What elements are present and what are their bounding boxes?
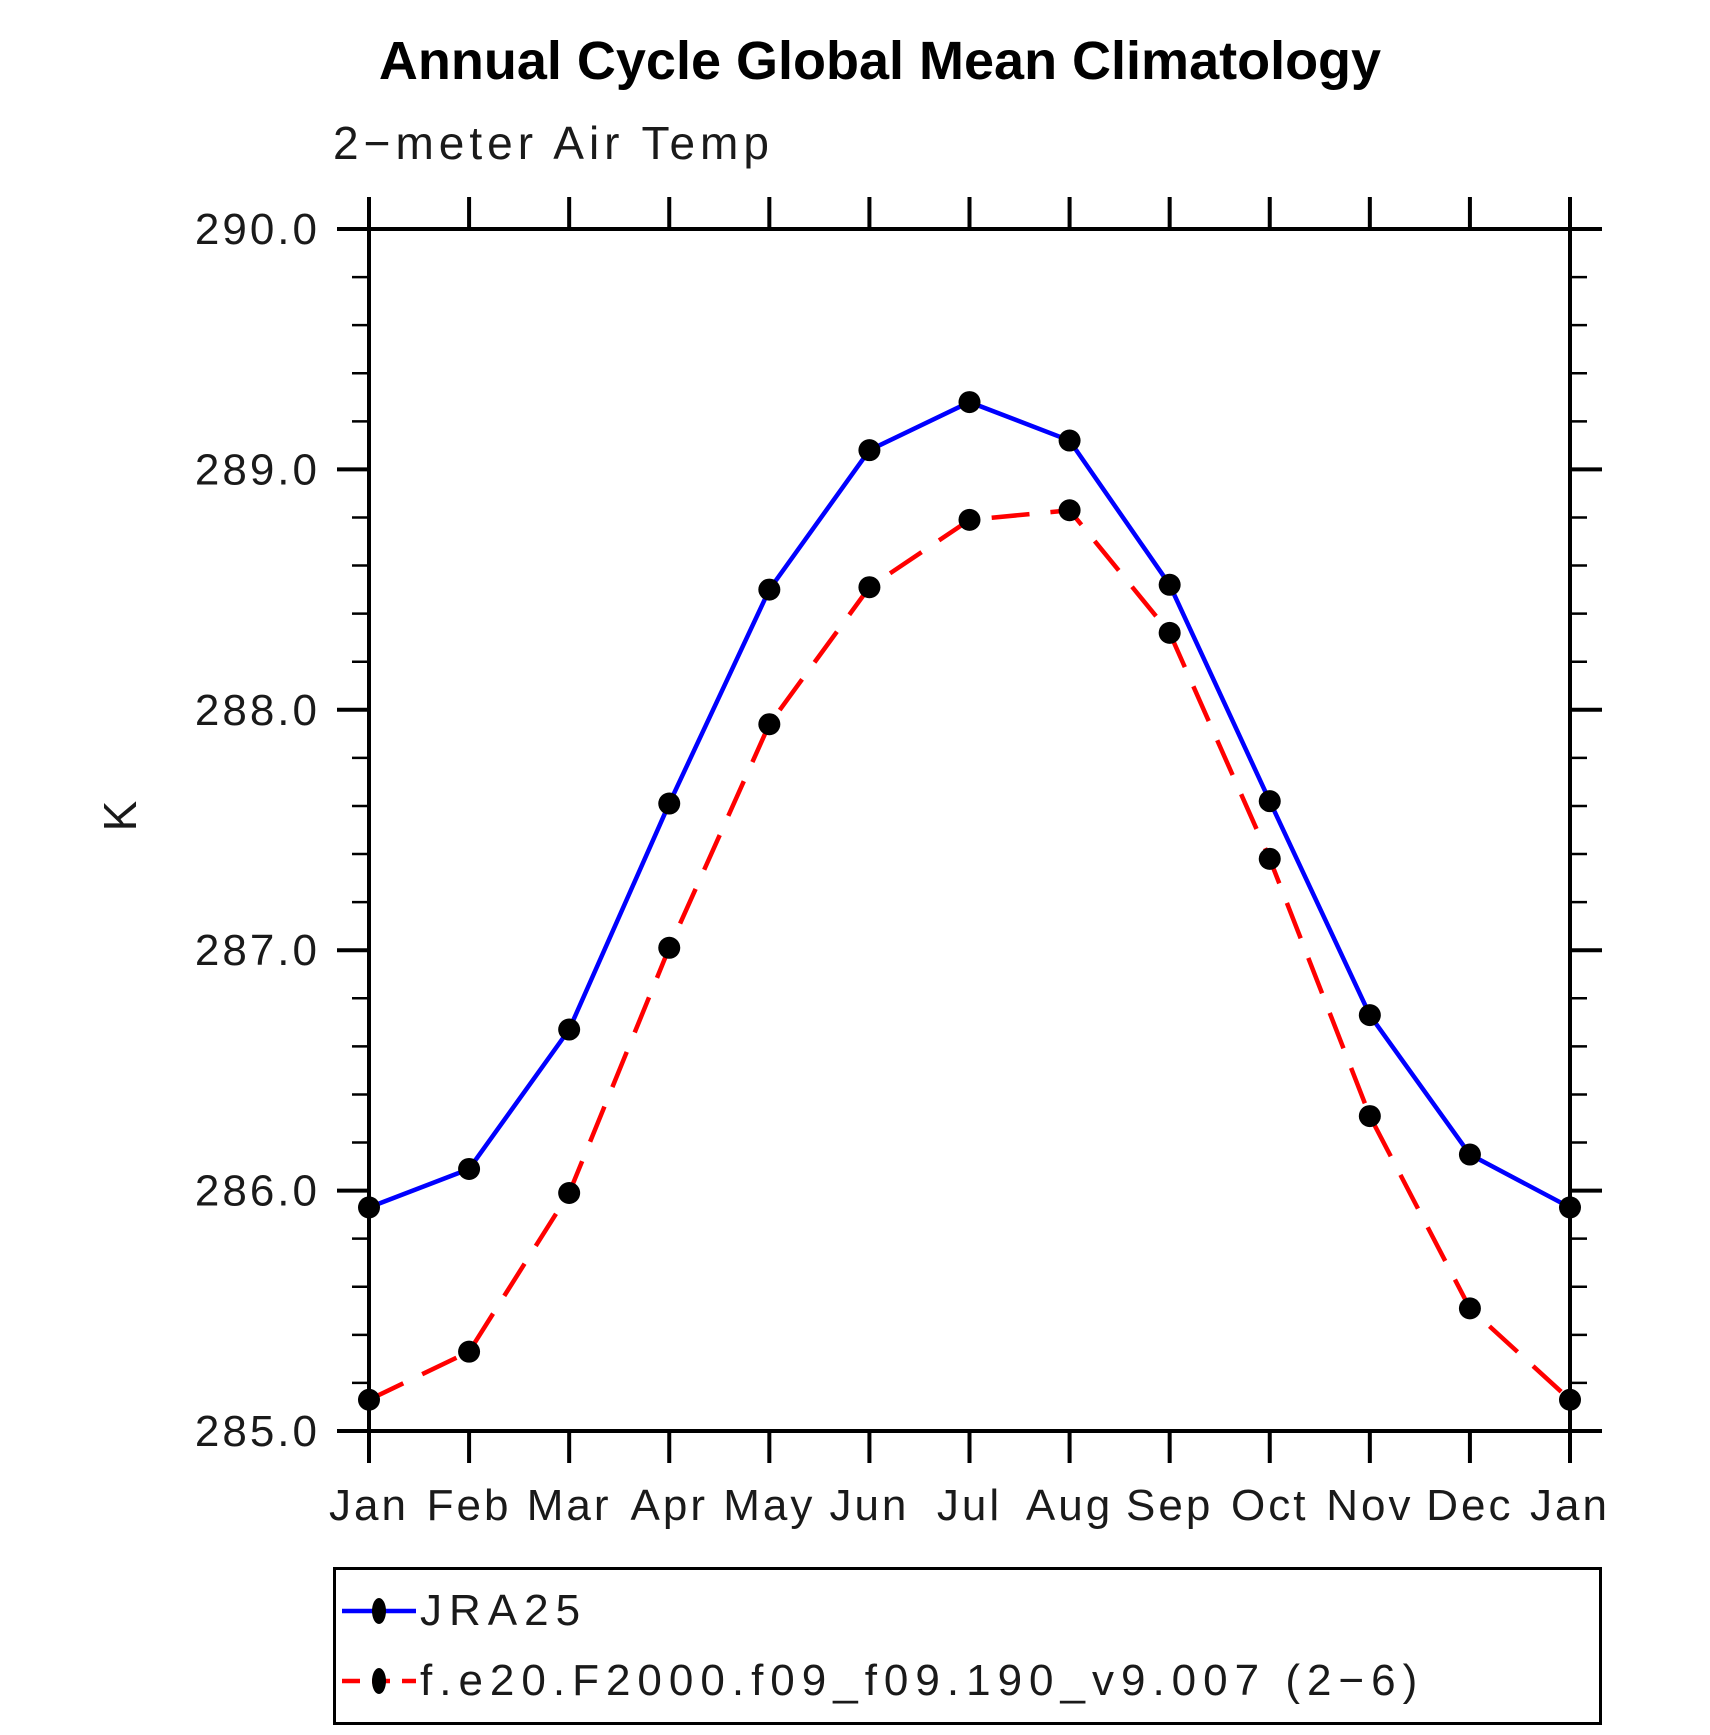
data-point-marker [1358, 1105, 1381, 1128]
y-tick-label: 285.0 [195, 1407, 320, 1456]
x-tick-label: Jan [329, 1481, 409, 1530]
data-point-marker [1458, 1143, 1481, 1166]
legend-item-model: f.e20.F2000.f09_f09.190_v9.007 (2−6) [340, 1651, 1599, 1711]
x-tick-label: Sep [1126, 1481, 1213, 1530]
data-point-marker [858, 576, 881, 599]
data-point-marker [958, 391, 981, 414]
legend-line-sample-solid-icon [342, 1597, 416, 1624]
legend-marker-dot-icon [372, 1668, 386, 1695]
data-point-marker [1458, 1297, 1481, 1320]
data-point-marker [458, 1340, 481, 1363]
series-line-dashed [368, 507, 1572, 1402]
legend-item-jra25: JRA25 [340, 1581, 1599, 1641]
legend-marker-dot-icon [372, 1597, 386, 1624]
legend-line-sample-dashed-icon [342, 1668, 416, 1695]
y-tick-label: 289.0 [195, 445, 320, 494]
x-tick-label: Aug [1026, 1481, 1113, 1530]
data-point-marker [1158, 621, 1181, 644]
x-tick-label: Jul [937, 1481, 1002, 1530]
data-point-marker [658, 792, 681, 815]
x-tick-label: Mar [527, 1481, 612, 1530]
data-point-marker [1258, 847, 1281, 870]
data-point-marker [658, 936, 681, 959]
legend-label: JRA25 [420, 1585, 588, 1635]
data-point-marker [358, 1388, 380, 1411]
data-point-marker [358, 1196, 380, 1219]
data-point-marker [1358, 1004, 1381, 1027]
data-point-marker [1058, 429, 1081, 452]
y-tick-label: 288.0 [195, 686, 320, 735]
data-point-marker [1559, 1196, 1581, 1219]
y-tick-label: 286.0 [195, 1167, 320, 1216]
x-tick-label: Jan [1530, 1481, 1610, 1530]
data-point-marker [858, 439, 881, 462]
chart-title: Annual Cycle Global Mean Climatology [378, 31, 1382, 91]
legend: JRA25 f.e20.F2000.f09_f09.190_v9.007 (2−… [333, 1567, 1602, 1725]
x-tick-label: Jun [829, 1481, 909, 1530]
data-point-marker [1158, 573, 1181, 596]
data-point-marker [558, 1018, 581, 1041]
x-tick-label: Dec [1426, 1481, 1513, 1530]
data-point-marker [558, 1182, 581, 1205]
y-tick-label: 290.0 [195, 205, 320, 254]
x-tick-label: Feb [427, 1481, 512, 1530]
data-point-marker [958, 508, 981, 531]
x-tick-label: Apr [631, 1481, 708, 1530]
data-point-marker [758, 578, 781, 601]
data-point-marker [1559, 1388, 1581, 1411]
x-tick-label: Nov [1326, 1481, 1413, 1530]
x-tick-label: May [723, 1481, 815, 1530]
y-tick-label: 287.0 [195, 926, 320, 975]
data-point-marker [1258, 790, 1281, 813]
data-point-marker [758, 713, 781, 736]
chart-subtitle: 2−meter Air Temp [333, 117, 774, 169]
data-point-marker [458, 1157, 481, 1180]
data-point-marker [1058, 499, 1081, 522]
x-tick-label: Oct [1231, 1481, 1308, 1530]
legend-label: f.e20.F2000.f09_f09.190_v9.007 (2−6) [420, 1656, 1425, 1706]
